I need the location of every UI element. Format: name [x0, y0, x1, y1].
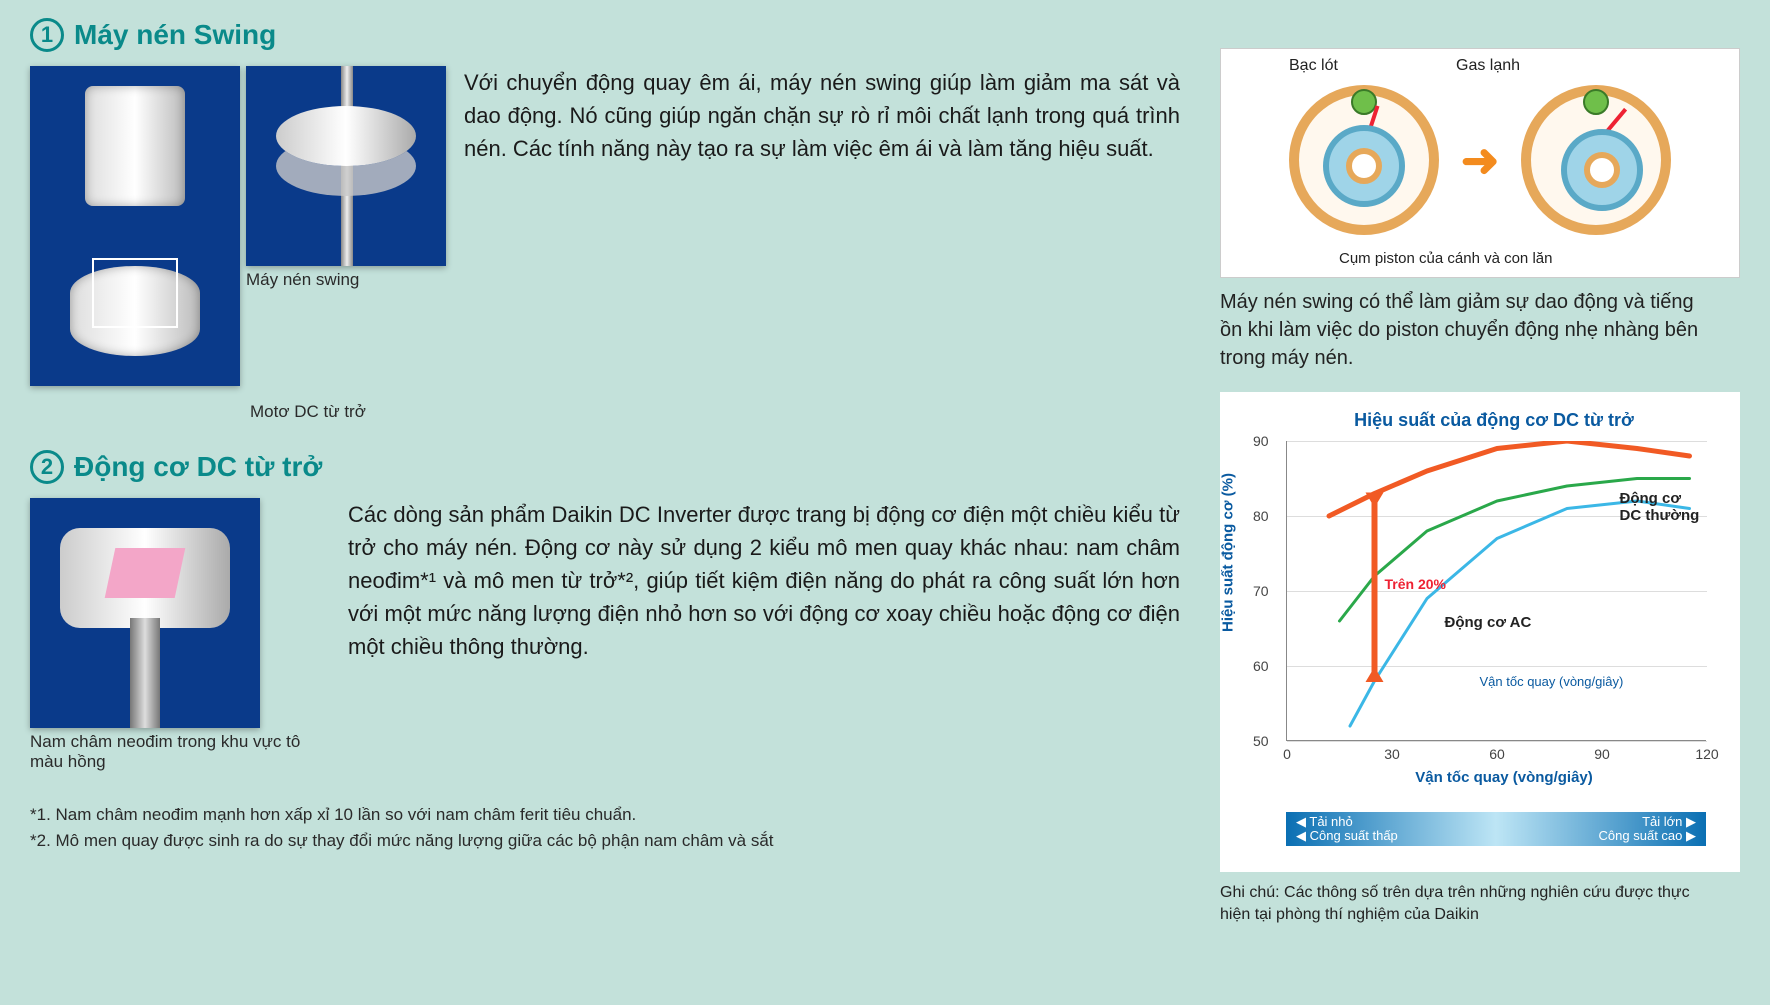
chart-plot-area: 50607080900306090120Động cơ DC thườngĐộn…	[1286, 441, 1706, 741]
legend-left-bot: ◀ Công suất thấp	[1296, 829, 1398, 843]
ytick: 60	[1253, 658, 1269, 674]
fig-swing-full	[30, 66, 240, 386]
legend-left-top: ◀ Tải nhỏ	[1296, 815, 1398, 829]
legend-right-bot: Công suất cao ▶	[1599, 829, 1696, 843]
label-dc-normal: Động cơ DC thường	[1620, 490, 1707, 524]
section2-figures: Nam châm neođim trong khu vực tô màu hồn…	[30, 498, 330, 772]
xtick: 0	[1283, 746, 1291, 762]
efficiency-chart: Hiệu suất của động cơ DC từ trở Hiệu suấ…	[1220, 392, 1740, 872]
chart-block: Hiệu suất của động cơ DC từ trở Hiệu suấ…	[1220, 392, 1740, 927]
swing-state-1	[1289, 85, 1439, 235]
right-column: Bạc lót Gas lạnh ➜ Cụm piston của cánh v…	[1220, 18, 1740, 927]
xtick: 90	[1594, 746, 1610, 762]
speed-note-inline: Vận tốc quay (vòng/giây)	[1480, 674, 1624, 689]
annotation-over-20: Trên 20%	[1385, 576, 1446, 592]
section1-figures: Máy nén swing Motơ DC từ trở	[30, 66, 446, 422]
xtick: 30	[1384, 746, 1400, 762]
section2-description: Các dòng sản phẩm Daikin DC Inverter đượ…	[348, 498, 1180, 663]
xtick: 60	[1489, 746, 1505, 762]
ytick: 80	[1253, 508, 1269, 524]
swing-compressor-image	[30, 66, 240, 386]
dc-motor-image	[30, 498, 260, 728]
chart-legend-bar: ◀ Tải nhỏ ◀ Công suất thấp Tải lớn ▶ Côn…	[1286, 812, 1706, 846]
fig-b-caption: Máy nén swing	[246, 270, 446, 290]
section1-title: Máy nén Swing	[74, 19, 276, 51]
fig-a-caption: Motơ DC từ trở	[250, 402, 446, 422]
section-dc-motor: 2 Động cơ DC từ trở Nam châm neođim tron…	[30, 450, 1180, 772]
swing-state-2	[1521, 85, 1671, 235]
swing-diagram-caption: Máy nén swing có thể làm giảm sự dao độn…	[1220, 288, 1720, 372]
label-bushing: Bạc lót	[1289, 57, 1338, 75]
chart-xlabel: Vận tốc quay (vòng/giây)	[1286, 769, 1722, 786]
section1-body: Máy nén swing Motơ DC từ trở Với chuyển …	[30, 66, 1180, 422]
section1-title-row: 1 Máy nén Swing	[30, 18, 1180, 52]
swing-diagram-block: Bạc lót Gas lạnh ➜ Cụm piston của cánh v…	[1220, 48, 1740, 372]
label-cum-piston: Cụm piston của cánh và con lăn	[1339, 250, 1552, 267]
xtick: 120	[1695, 746, 1718, 762]
section-swing: 1 Máy nén Swing	[30, 18, 1180, 422]
fig-swing-detail: Máy nén swing	[246, 66, 446, 290]
chart-ylabel: Hiệu suất động cơ (%)	[1220, 473, 1237, 632]
left-column: 1 Máy nén Swing	[30, 18, 1180, 927]
chart-title: Hiệu suất của động cơ DC từ trở	[1266, 410, 1722, 431]
swing-compressor-detail-image	[246, 66, 446, 266]
label-gas: Gas lạnh	[1456, 57, 1520, 75]
section2-title: Động cơ DC từ trở	[74, 451, 322, 483]
arrow-icon: ➜	[1461, 133, 1500, 187]
section2-number-badge: 2	[30, 450, 64, 484]
ytick: 90	[1253, 433, 1269, 449]
swing-piston-diagram: Bạc lót Gas lạnh ➜ Cụm piston của cánh v…	[1220, 48, 1740, 278]
section1-description: Với chuyển động quay êm ái, máy nén swin…	[464, 66, 1180, 165]
page: 1 Máy nén Swing	[30, 18, 1740, 927]
footnote-1: *1. Nam châm neođim mạnh hơn xấp xỉ 10 l…	[30, 802, 1180, 828]
ytick: 50	[1253, 733, 1269, 749]
footnote-2: *2. Mô men quay được sinh ra do sự thay …	[30, 828, 1180, 854]
section2-body: Nam châm neođim trong khu vực tô màu hồn…	[30, 498, 1180, 772]
fig-c-caption: Nam châm neođim trong khu vực tô màu hồn…	[30, 732, 330, 772]
section1-number-badge: 1	[30, 18, 64, 52]
footnotes: *1. Nam châm neođim mạnh hơn xấp xỉ 10 l…	[30, 802, 1180, 853]
legend-right-top: Tải lớn ▶	[1599, 815, 1696, 829]
chart-footnote: Ghi chú: Các thông số trên dựa trên nhữn…	[1220, 882, 1720, 927]
label-ac: Động cơ AC	[1445, 614, 1532, 631]
ytick: 70	[1253, 583, 1269, 599]
section2-title-row: 2 Động cơ DC từ trở	[30, 450, 1180, 484]
